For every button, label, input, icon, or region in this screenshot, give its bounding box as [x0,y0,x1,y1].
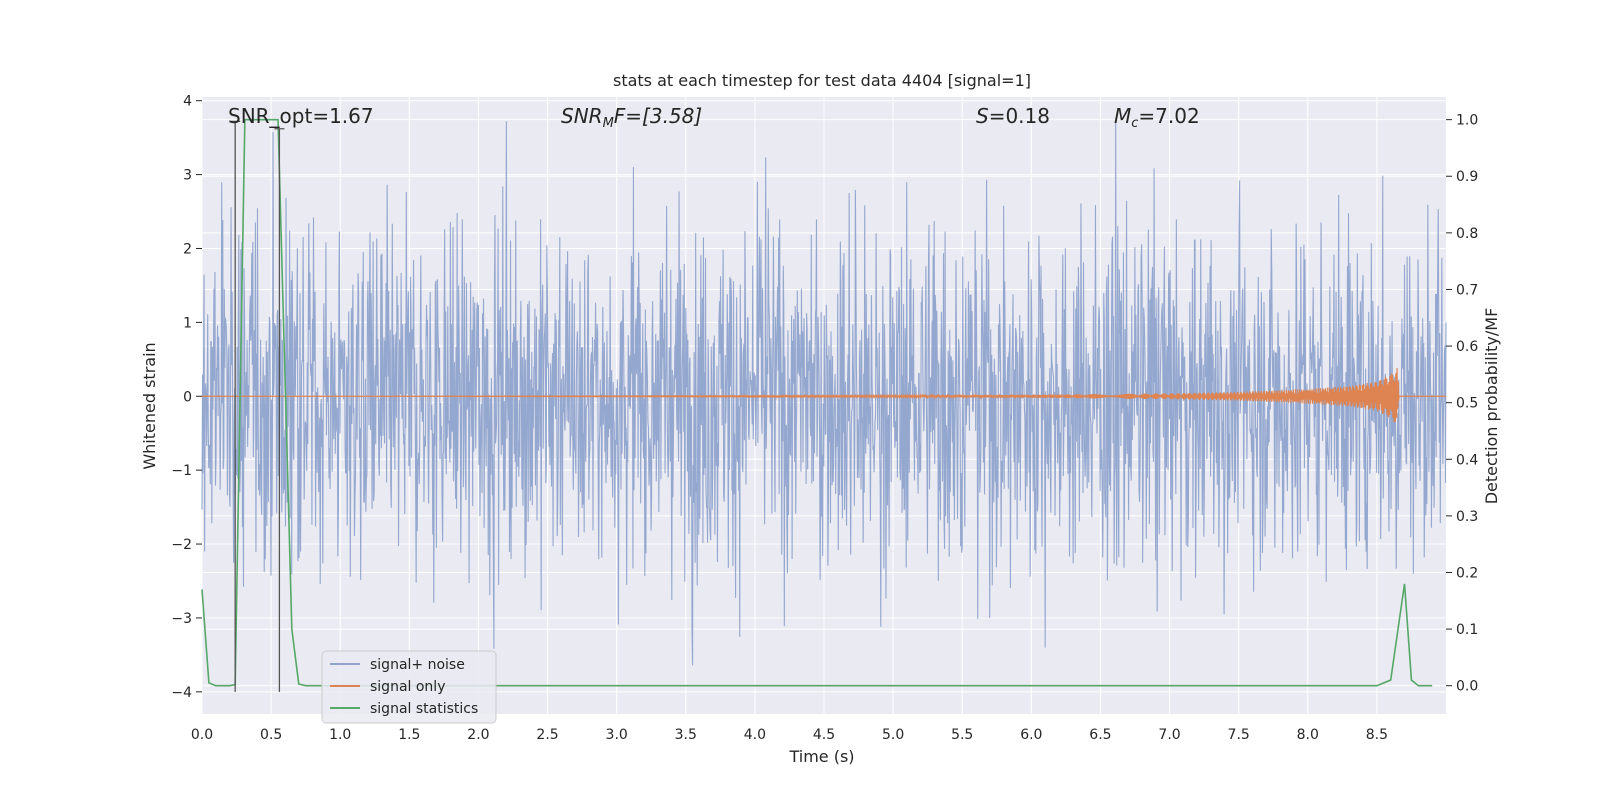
x-tick-label: 3.5 [675,727,697,743]
noise-line [201,121,1447,666]
y-tick-label-left: −3 [171,611,192,627]
x-tick-label: 0.0 [191,727,213,743]
axes: 0.0 0.5 1.0 1.5 2.0 2.5 3.0 3.5 4.0 4.5 5.0 5.5 6.0 6… [171,94,1478,743]
legend-entry-signal-statistics: signal statistics [370,701,478,717]
y-tick-label-left: 0 [183,389,192,405]
y-tick-label-right: 0.6 [1456,339,1478,355]
x-axis-label: Time (s) [788,747,854,766]
x-tick-label: 5.0 [882,727,904,743]
y-tick-label-right: 0.3 [1456,509,1478,525]
y-tick-label-right: 0.2 [1456,565,1478,581]
y-tick-label-right: 0.8 [1456,226,1478,242]
y-tick-label-left: −4 [171,685,192,701]
chart-title: stats at each timestep for test data 440… [613,71,1031,90]
y-tick-label-left: 4 [183,94,192,110]
legend-box [321,650,497,724]
series-signal-noise [201,121,1447,666]
annotation-s: S=0.18 [976,104,1050,128]
y-tick-label-right: 0.7 [1456,282,1478,298]
x-tick-label: 6.5 [1089,727,1111,743]
y-axis-label-right: Detection probability/MF [1482,308,1501,505]
y-tick-label-right: 0.9 [1456,169,1478,185]
legend-entry-signal-only: signal only [370,679,445,695]
x-tick-label: 7.0 [1158,727,1180,743]
x-tick-label: 4.0 [744,727,766,743]
y-tick-label-right: 0.4 [1456,452,1478,468]
x-tick-label: 8.5 [1366,727,1388,743]
series-signal-statistics [201,118,1433,687]
y-tick-label-right: 0.0 [1456,679,1478,695]
event-markers [230,120,285,692]
x-tick-label: 1.5 [398,727,420,743]
x-tick-label: 6.0 [1020,727,1042,743]
y-axis-label-left: Whitened strain [140,342,159,469]
signal-only-line [202,367,1446,423]
x-tick-label: 0.5 [260,727,282,743]
legend-entry-signal-noise: signal+ noise [370,657,465,673]
signal-statistics-line [201,118,1433,687]
y-tick-label-right: 0.1 [1456,622,1478,638]
y-tick-label-left: 2 [183,241,192,257]
annotation-snr-opt: SNR_opt=1.67 [228,104,374,128]
y-tick-label-left: 1 [183,315,192,331]
x-tick-label: 5.5 [951,727,973,743]
legend: signal+ noise signal only signal statist… [321,650,497,724]
y-tick-label-right: 1.0 [1456,113,1478,129]
x-tick-label: 7.5 [1228,727,1250,743]
annotation-snr-mf: SNRMF=[3.58] [561,104,702,131]
x-tick-label: 2.0 [467,727,489,743]
x-tick-label: 1.0 [329,727,351,743]
x-tick-label: 3.0 [606,727,628,743]
x-tick-label: 2.5 [536,727,558,743]
y-tick-label-left: 3 [183,168,192,184]
x-tick-label: 8.0 [1297,727,1319,743]
series-signal-only [202,367,1446,423]
y-tick-label-left: −2 [171,537,192,553]
x-tick-label: 4.5 [813,727,835,743]
y-tick-label-left: −1 [171,463,192,479]
annotation-mc: Mc=7.02 [1114,104,1200,131]
y-tick-label-right: 0.5 [1456,396,1478,412]
